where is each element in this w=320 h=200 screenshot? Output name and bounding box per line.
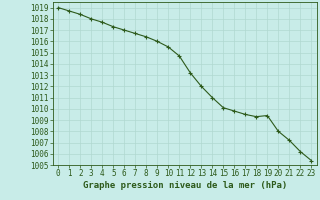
X-axis label: Graphe pression niveau de la mer (hPa): Graphe pression niveau de la mer (hPa) bbox=[83, 181, 287, 190]
